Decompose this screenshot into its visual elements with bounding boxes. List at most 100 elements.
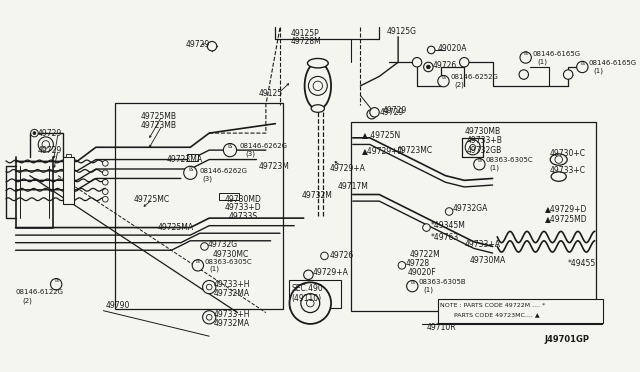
Circle shape [201,243,208,250]
Circle shape [33,132,36,135]
Bar [289,279,342,308]
Ellipse shape [305,62,331,109]
Circle shape [308,76,327,95]
Text: (3): (3) [203,175,212,182]
Text: *49345M: *49345M [431,221,466,230]
Text: 49729: 49729 [380,108,403,117]
Circle shape [398,262,406,269]
Bar [63,157,74,204]
Text: (1): (1) [209,266,220,272]
Text: 49729: 49729 [383,106,407,115]
Text: 08146-6252G: 08146-6252G [450,74,498,80]
Text: 49725MC: 49725MC [134,195,170,204]
Circle shape [102,189,108,195]
Text: 08146-6165G: 08146-6165G [532,51,580,57]
Text: 49726: 49726 [330,251,355,260]
Text: 49732GA: 49732GA [453,204,488,213]
Text: ß: ß [524,51,527,56]
Text: 49729+A: 49729+A [313,269,349,278]
Text: 08146-6122G: 08146-6122G [15,289,63,295]
Text: ß: ß [54,278,58,283]
Text: 08146-6262G: 08146-6262G [200,168,248,174]
Text: (1): (1) [537,58,547,65]
Text: 49726: 49726 [432,61,456,70]
Bar [66,154,71,157]
Text: (49110): (49110) [291,294,321,303]
Text: (1): (1) [424,287,434,293]
Circle shape [438,76,449,87]
Bar [219,193,239,200]
Text: 49732GB: 49732GB [466,145,501,155]
Text: 49730+C: 49730+C [549,150,585,158]
Circle shape [428,46,435,54]
Text: 08363-6305C: 08363-6305C [486,157,534,164]
Ellipse shape [307,58,328,68]
Circle shape [223,144,237,157]
Circle shape [207,41,217,51]
Circle shape [424,62,433,72]
Text: 49733S: 49733S [229,212,258,221]
Text: (1): (1) [594,67,604,74]
Text: ß: ß [228,143,232,149]
Circle shape [577,61,588,73]
Text: ▲49729+D: ▲49729+D [362,145,404,155]
Text: 49790: 49790 [106,301,130,310]
Circle shape [301,294,320,312]
Circle shape [102,160,108,166]
Circle shape [321,252,328,260]
Text: PARTS CODE 49723MC.... ▲: PARTS CODE 49723MC.... ▲ [440,312,540,317]
Text: 49125: 49125 [259,89,282,98]
Circle shape [460,58,469,67]
Text: (1): (1) [490,165,500,171]
Bar [438,299,603,323]
Circle shape [465,140,480,155]
Text: 49728M: 49728M [291,37,321,46]
Text: 49733+H: 49733+H [214,280,250,289]
Text: 49723M: 49723M [259,162,289,171]
Circle shape [406,280,418,292]
Text: ß: ß [196,259,200,264]
Text: *49455: *49455 [568,259,596,268]
Circle shape [203,280,216,294]
Text: J49701GP: J49701GP [545,334,589,343]
Text: ß: ß [410,280,414,285]
Text: 49125G: 49125G [387,26,417,36]
Text: 49732G: 49732G [207,240,237,249]
Circle shape [555,156,563,163]
Text: 49729+A: 49729+A [330,164,366,173]
Circle shape [289,282,331,324]
Text: (2): (2) [22,297,32,304]
Text: 49020F: 49020F [408,269,436,278]
Text: 49733+C: 49733+C [549,166,585,175]
Text: 49723MC: 49723MC [396,145,433,155]
Text: 49729: 49729 [186,40,210,49]
Circle shape [51,279,62,290]
Text: 49725MB: 49725MB [140,112,176,121]
Text: 49733+B: 49733+B [466,136,502,145]
Text: ß: ß [188,166,193,172]
Text: 49733+D: 49733+D [224,203,261,212]
Text: (2): (2) [455,82,465,88]
Circle shape [102,179,108,185]
Text: ß: ß [580,61,584,66]
Circle shape [38,137,53,152]
Ellipse shape [311,105,324,112]
Text: 49730MA: 49730MA [470,256,506,265]
Text: 49732MA: 49732MA [214,289,250,298]
Text: 49725MA: 49725MA [157,223,193,232]
Circle shape [474,158,485,170]
Text: 49729: 49729 [37,145,61,155]
Circle shape [313,81,323,91]
Circle shape [412,58,422,67]
Text: *49763: *49763 [430,232,458,241]
Text: 49729: 49729 [37,129,61,138]
Ellipse shape [550,154,567,165]
Text: 49732M: 49732M [302,191,333,200]
Circle shape [184,166,197,179]
Circle shape [445,208,453,215]
Circle shape [370,108,380,117]
Text: 49717M: 49717M [338,182,369,190]
Bar [115,103,283,309]
Text: 49723MA: 49723MA [166,155,203,164]
Text: 49732MA: 49732MA [214,320,250,328]
